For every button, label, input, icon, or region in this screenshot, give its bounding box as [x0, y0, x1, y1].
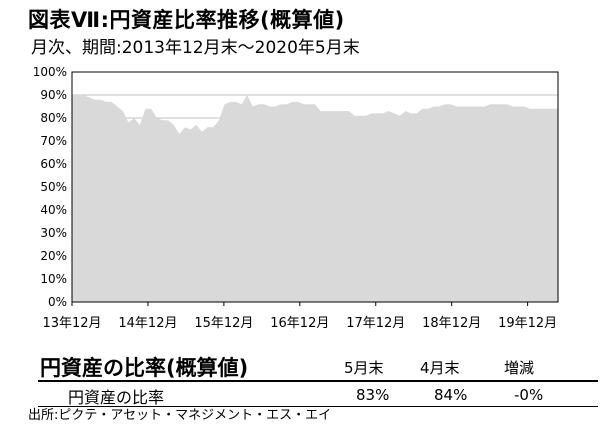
y-tick-label: 100% [33, 65, 67, 79]
table-cell: 84% [434, 386, 468, 404]
y-tick-label: 30% [40, 226, 67, 240]
y-tick-label: 90% [40, 88, 67, 102]
table-row: 円資産の比率 83% 84% -0% [38, 384, 598, 407]
y-tick-label: 40% [40, 203, 67, 217]
chart-subtitle: 月次、期間:2013年12月末〜2020年5月末 [31, 38, 360, 58]
area-series [72, 95, 558, 302]
y-tick-label: 60% [40, 157, 67, 171]
x-axis-ticks: 13年12月 14年12月 15年12月 16年12月 17年12月 18年12月 19年1… [42, 302, 557, 331]
y-tick-label: 20% [40, 249, 67, 263]
column-header: 4月末 [420, 359, 460, 377]
x-tick-label: 17年12月 [346, 316, 405, 331]
row-label: 円資産の比率 [68, 388, 165, 407]
table-cell: -0% [514, 386, 544, 404]
x-tick-label: 16年12月 [270, 316, 329, 331]
x-tick-label: 14年12月 [118, 316, 177, 331]
y-tick-label: 50% [40, 180, 67, 194]
y-axis-ticks: 0% 10% 20% 30% 40% 50% 60% 70% 80% 90% 100% [33, 65, 67, 309]
y-tick-label: 10% [40, 272, 67, 286]
x-tick-label: 15年12月 [194, 316, 253, 331]
column-header: 増減 [504, 359, 535, 377]
y-tick-label: 80% [40, 111, 67, 125]
table-title: 円資産の比率(概算値) [40, 356, 249, 380]
plot-frame [71, 71, 559, 303]
y-tick-label: 70% [40, 134, 67, 148]
table-header: 円資産の比率(概算値) 5月末 4月末 増減 [38, 352, 598, 382]
y-tick-label: 0% [48, 295, 67, 309]
x-tick-label: 19年12月 [498, 316, 557, 331]
area-series-fill [72, 95, 558, 302]
chart-title: 図表Ⅶ:円資産比率推移(概算値) [28, 8, 345, 32]
x-tick-label: 13年12月 [42, 316, 101, 331]
table-cell: 83% [356, 386, 390, 404]
x-tick-label: 18年12月 [422, 316, 481, 331]
column-header: 5月末 [344, 359, 384, 377]
source-note: 出所:ピクテ・アセット・マネジメント・エス・エイ [28, 408, 332, 423]
